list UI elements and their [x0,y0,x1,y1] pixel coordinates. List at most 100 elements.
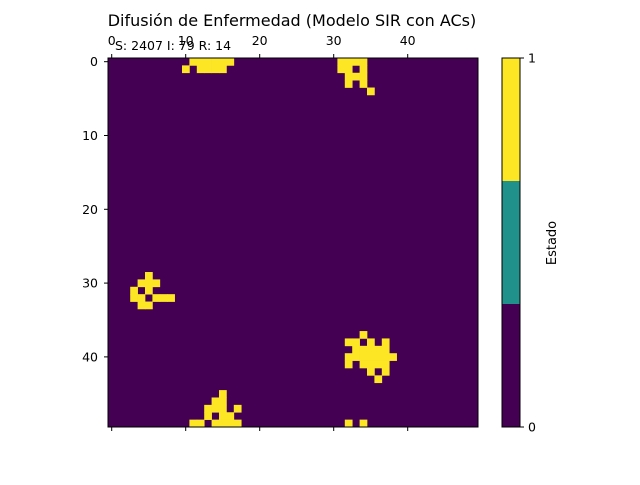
infected-cell [359,331,368,339]
infected-cell [204,58,212,66]
infected-cell [211,58,220,66]
x-tick-label: 20 [252,33,268,48]
infected-cell [344,72,353,81]
infected-cell [211,397,220,406]
infected-cell [130,286,138,295]
infected-cell [159,294,168,302]
infected-cell [211,65,220,74]
colorbar-frame [501,57,521,428]
infected-cell [374,375,383,384]
infected-cell [367,360,375,369]
infected-cell [344,80,353,88]
infected-cell [359,65,368,74]
infected-cell [344,58,353,66]
infected-cell [211,404,220,413]
infected-cell [367,367,375,376]
infected-cell [219,58,227,66]
infected-cell [226,412,235,420]
infected-cell [344,338,353,347]
colorbar-label: Estado [545,221,560,265]
infected-cell [137,279,146,288]
infected-cell [344,360,353,369]
infected-cell [367,338,375,347]
infected-cell [189,419,198,428]
infected-cell [359,419,368,428]
colorbar-band [502,304,520,428]
infected-cell [374,345,383,354]
y-axis-ticks: 0 10 20 30 40 [82,54,108,364]
infected-cell [359,72,368,81]
infected-cell [352,353,360,361]
infected-cell [233,404,242,413]
x-tick-label: 0 [108,33,116,48]
x-tick-label: 30 [326,33,342,48]
x-tick-label: 10 [178,33,194,48]
infected-cell [359,353,368,361]
infected-cell [145,286,153,295]
y-tick-label: 10 [82,128,98,143]
infected-cell [359,345,368,354]
infected-cell [352,338,360,347]
infected-cell [344,419,353,428]
infected-cell [189,58,198,66]
colorbar-band [502,58,520,182]
infected-cell [344,353,353,361]
chart-title: Difusión de Enfermedad (Modelo SIR con A… [108,11,477,30]
infected-cell [381,367,390,376]
infected-cell [182,65,190,74]
infected-cell [352,345,360,354]
infected-cell [352,72,360,81]
heatmap-cells [108,58,478,428]
infected-cell [389,353,397,361]
infected-cell [381,353,390,361]
colorbar-tick-label: 1 [528,51,536,66]
infected-cell [233,419,242,428]
infected-cell [359,360,368,369]
infected-cell [359,80,368,88]
colorbar-band [502,181,520,305]
infected-cell [367,345,375,354]
infected-cell [367,353,375,361]
infected-cell [145,301,153,310]
infected-cell [352,58,360,66]
y-tick-label: 20 [82,202,98,217]
infected-cell [204,404,212,413]
infected-cell [145,279,153,288]
infected-cell [219,412,227,420]
infected-cell [167,294,175,302]
infected-cell [381,345,390,354]
plot-frame [107,57,479,428]
infected-cell [344,65,353,74]
infected-cell [337,58,346,66]
x-axis-ticks: 0 10 20 30 40 [108,33,416,431]
infected-cell [130,294,138,302]
infected-cell [226,419,235,428]
infected-cell [196,58,205,66]
y-tick-label: 30 [82,276,98,291]
infected-cell [374,360,383,369]
infected-cell [381,338,390,347]
infected-cell [211,419,220,428]
sir-counts-label: S: 2407 I: 79 R: 14 [115,38,231,53]
infected-cell [204,65,212,74]
colorbar: 01 [501,51,536,435]
colorbar-tick-label: 0 [528,420,536,435]
infected-cell [219,419,227,428]
infected-cell [381,360,390,369]
infected-cell [196,65,205,74]
infected-cell [359,58,368,66]
y-tick-label: 0 [90,54,98,69]
infected-cell [145,272,153,280]
heatmap-background [108,58,478,427]
infected-cell [137,301,146,310]
infected-cell [204,412,212,420]
infected-cell [337,65,346,74]
infected-cell [152,294,161,302]
infected-cell [152,279,161,288]
infected-cell [196,419,205,428]
infected-cell [219,404,227,413]
infected-cell [219,397,227,406]
infected-cell [219,390,227,398]
